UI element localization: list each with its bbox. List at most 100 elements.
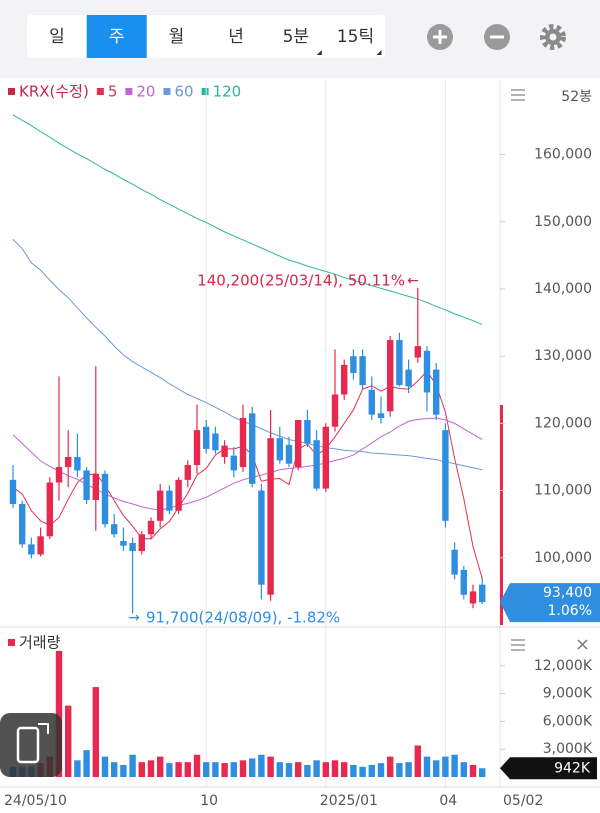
gear-hole [549,33,557,41]
tab[interactable]: 월 [169,27,185,47]
volume-bar [479,768,486,777]
legend-label: 120 [213,83,242,101]
candle-body [9,479,17,505]
tab[interactable]: 5분 [283,27,309,47]
tab-group [27,15,385,58]
rotate-phone [16,726,40,764]
moving-average [12,370,483,579]
rotate-bg [0,713,62,777]
volume-bar [423,756,431,777]
candle-body [304,420,311,444]
rotate-arrow [38,723,49,734]
candle-body [193,430,201,466]
volume-bar [433,760,440,777]
candle-body [469,591,477,604]
volume-bar [396,763,403,777]
legend-label: 20 [136,83,155,101]
candle-body [350,356,357,373]
tab[interactable]: 일 [49,27,65,47]
menu-icon[interactable] [511,89,525,101]
candle-body [331,394,339,427]
volume-bar [203,762,210,777]
y-tick-label: 140,000 [534,281,592,297]
tab[interactable]: 15틱 [337,27,374,47]
volume-bar [267,756,274,777]
candle-body [184,465,191,480]
candle-body [359,356,366,386]
volume-bar [221,763,228,777]
volume-legend-swatch [8,639,15,646]
candle-body [267,438,274,595]
candle-body [442,430,449,521]
candle-body [65,456,72,468]
volume-bar [469,764,477,777]
candle-body [249,413,256,484]
moving-average [12,417,483,511]
plot [9,80,486,787]
candle-body [166,490,173,511]
tab[interactable]: 주 [109,27,125,47]
price-tag-value: 93,400 [543,585,592,601]
volume-bar [92,687,99,777]
candle-body [212,433,219,451]
close-icon[interactable] [577,639,588,650]
legend-swatch [96,88,104,95]
volume-bar [249,758,256,777]
volume-bar [120,764,127,777]
volume-tag [500,757,597,780]
x-tick-label: 24/05/10 [4,793,67,809]
y-tick-label: 3,000K [543,741,593,757]
settings[interactable] [540,24,566,50]
volume-bar [414,745,421,777]
max-annotation: 140,200(25/03/14), 50.11% [197,272,405,290]
volume-title: 거래량 [19,634,61,652]
candle-body [423,350,431,393]
legend-label: KRX(수정) [19,83,89,101]
candle-body [295,420,302,468]
legend-swatch [8,88,15,95]
x-tick-label: 2025/01 [320,793,378,809]
volume-bar [313,760,320,777]
moving-average [12,238,483,471]
x-tick-label: 04 [439,793,457,809]
tabs: 일 주 월 년 5분 15틱 [49,15,382,58]
candle-body [276,438,283,461]
candle-body [101,473,109,525]
candle-body [313,440,320,489]
volume-bar [147,760,155,777]
candle-body [414,346,421,358]
range-indicator [500,405,503,625]
price-tag-change: 1.06% [548,603,592,619]
volume-bar [377,763,385,777]
x-tick-label: 10 [200,793,218,809]
candle-body [239,418,247,468]
volume-bar [442,756,449,777]
candle-body [129,543,136,552]
candle-body [405,369,412,387]
volume-bar [387,756,394,777]
y-tick-label: 110,000 [534,483,592,499]
tab[interactable]: 년 [228,27,244,47]
candle-body [377,413,385,419]
candle-body [221,445,228,457]
volume-tag-label: 942K [554,760,591,776]
candle-body [37,536,44,555]
candle-body [55,467,63,483]
tab-selected-bg [86,15,147,58]
gear-teeth [540,24,566,50]
candle-body [230,455,237,471]
menu-icon[interactable] [511,639,525,651]
legend: KRX(수정) 5 20 60 120 [8,83,241,101]
candle-body [120,540,127,546]
volume-bar [74,760,81,777]
volume-bar [331,760,339,777]
bar-count: 52봉 [561,89,592,105]
candle-body [387,340,394,412]
moving-average [12,114,483,326]
volume-bar [230,762,237,777]
rotate-button[interactable] [0,713,62,777]
candle-body [28,544,35,555]
volume-bar [184,762,191,777]
volume-bar [405,762,412,777]
y-tick-label: 160,000 [534,147,592,163]
